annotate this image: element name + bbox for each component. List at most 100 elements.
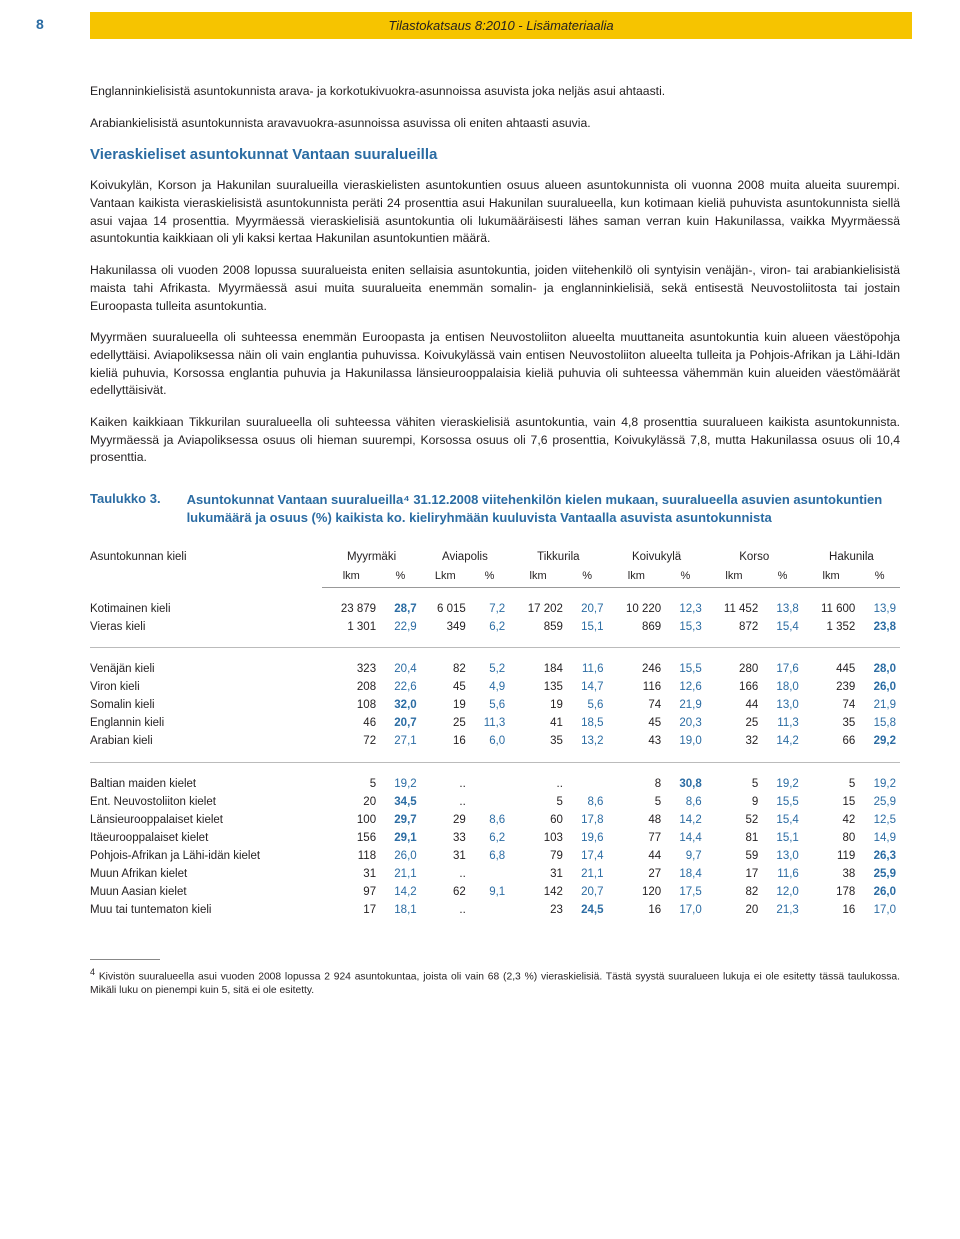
cell: 349 xyxy=(421,618,470,636)
cell: 184 xyxy=(509,660,567,678)
cell: 26,3 xyxy=(859,847,900,865)
table-row: Kotimainen kieli23 87928,76 0157,217 202… xyxy=(90,600,900,618)
data-table: Asuntokunnan kieli Myyrmäki Aviapolis Ti… xyxy=(90,543,900,919)
cell: 20,7 xyxy=(567,883,608,901)
cell: 74 xyxy=(803,696,860,714)
row-label: Vieras kieli xyxy=(90,618,322,636)
cell: 1 301 xyxy=(322,618,380,636)
cell: 12,0 xyxy=(762,883,803,901)
cell: 29,1 xyxy=(380,829,421,847)
row-label: Muun Aasian kielet xyxy=(90,883,322,901)
cell: 119 xyxy=(803,847,860,865)
cell: 872 xyxy=(706,618,763,636)
row-label: Muun Afrikan kielet xyxy=(90,865,322,883)
cell: 52 xyxy=(706,811,763,829)
cell: 6,2 xyxy=(470,829,509,847)
cell: 21,9 xyxy=(859,696,900,714)
table-row: Baltian maiden kielet519,2....830,8519,2… xyxy=(90,775,900,793)
cell xyxy=(470,775,509,793)
para-2: Arabiankielisistä asuntokunnista aravavu… xyxy=(90,115,900,133)
cell: 46 xyxy=(322,714,380,732)
row-label: Ent. Neuvostoliiton kielet xyxy=(90,793,322,811)
table-row: Länsieurooppalaiset kielet10029,7298,660… xyxy=(90,811,900,829)
spacer-row xyxy=(90,636,900,648)
cell: 17,6 xyxy=(762,660,803,678)
cell: 323 xyxy=(322,660,380,678)
cell: 81 xyxy=(706,829,763,847)
cell: 15 xyxy=(803,793,860,811)
col-area-1: Aviapolis xyxy=(421,543,510,568)
cell: 19,0 xyxy=(665,732,706,750)
cell: 21,3 xyxy=(762,901,803,919)
cell: 8,6 xyxy=(665,793,706,811)
cell: 239 xyxy=(803,678,860,696)
sub-header: % xyxy=(567,568,608,588)
cell: 14,2 xyxy=(665,811,706,829)
cell: 5 xyxy=(706,775,763,793)
cell: 100 xyxy=(322,811,380,829)
row-label: Venäjän kieli xyxy=(90,660,322,678)
cell: 79 xyxy=(509,847,567,865)
cell: 19,2 xyxy=(859,775,900,793)
table-row: Muun Aasian kielet9714,2629,114220,71201… xyxy=(90,883,900,901)
spacer-row xyxy=(90,588,900,600)
cell: 35 xyxy=(803,714,860,732)
cell: 11,6 xyxy=(762,865,803,883)
cell: 20,3 xyxy=(665,714,706,732)
cell: 108 xyxy=(322,696,380,714)
cell: 178 xyxy=(803,883,860,901)
cell: 30,8 xyxy=(665,775,706,793)
cell: 6,8 xyxy=(470,847,509,865)
table-row: Itäeurooppalaiset kielet15629,1336,21031… xyxy=(90,829,900,847)
cell: 20,7 xyxy=(380,714,421,732)
sub-header: % xyxy=(470,568,509,588)
cell: 72 xyxy=(322,732,380,750)
cell: 17,5 xyxy=(665,883,706,901)
col-area-0: Myyrmäki xyxy=(322,543,420,568)
cell xyxy=(567,775,608,793)
cell: 17 202 xyxy=(509,600,567,618)
cell: 13,0 xyxy=(762,696,803,714)
cell: 21,9 xyxy=(665,696,706,714)
cell: 120 xyxy=(607,883,665,901)
cell: 8,6 xyxy=(567,793,608,811)
cell: 15,1 xyxy=(762,829,803,847)
cell: 4,9 xyxy=(470,678,509,696)
cell: 103 xyxy=(509,829,567,847)
cell: 17,0 xyxy=(859,901,900,919)
cell: 166 xyxy=(706,678,763,696)
table-label: Taulukko 3. xyxy=(90,491,161,527)
para-1: Englanninkielisistä asuntokunnista arava… xyxy=(90,83,900,101)
row-label: Kotimainen kieli xyxy=(90,600,322,618)
cell: 14,2 xyxy=(762,732,803,750)
footnote: 4 Kivistön suuralueella asui vuoden 2008… xyxy=(90,966,900,998)
row-label: Viron kieli xyxy=(90,678,322,696)
cell: 18,0 xyxy=(762,678,803,696)
cell: 280 xyxy=(706,660,763,678)
para-3: Koivukylän, Korson ja Hakunilan suuralue… xyxy=(90,177,900,248)
cell: 18,1 xyxy=(380,901,421,919)
cell: 34,5 xyxy=(380,793,421,811)
cell: 246 xyxy=(607,660,665,678)
cell: 26,0 xyxy=(859,883,900,901)
cell: 16 xyxy=(607,901,665,919)
cell: 5,2 xyxy=(470,660,509,678)
cell: 21,1 xyxy=(567,865,608,883)
cell: 77 xyxy=(607,829,665,847)
spacer-row xyxy=(90,763,900,775)
cell: 32,0 xyxy=(380,696,421,714)
cell: 20 xyxy=(706,901,763,919)
cell: 25 xyxy=(421,714,470,732)
cell: 23,8 xyxy=(859,618,900,636)
col-area-5: Hakunila xyxy=(803,543,900,568)
cell: 31 xyxy=(509,865,567,883)
row-label: Baltian maiden kielet xyxy=(90,775,322,793)
table-row: Ent. Neuvostoliiton kielet2034,5..58,658… xyxy=(90,793,900,811)
cell: 21,1 xyxy=(380,865,421,883)
cell: 13,0 xyxy=(762,847,803,865)
cell: .. xyxy=(421,901,470,919)
cell: 22,9 xyxy=(380,618,421,636)
cell: 62 xyxy=(421,883,470,901)
cell: 25,9 xyxy=(859,865,900,883)
cell: 20,4 xyxy=(380,660,421,678)
